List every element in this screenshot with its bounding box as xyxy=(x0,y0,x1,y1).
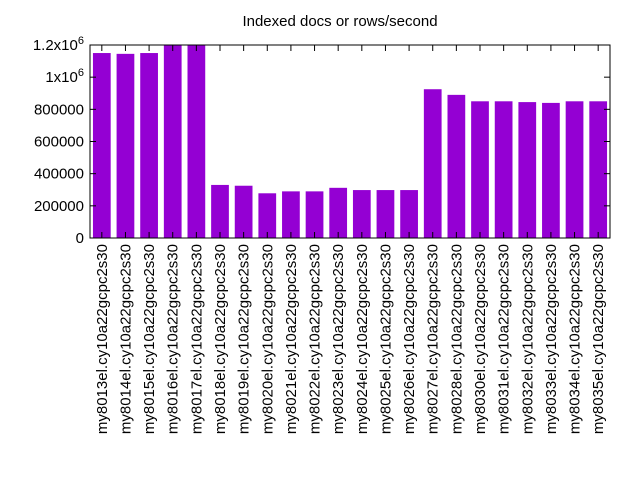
chart-title: Indexed docs or rows/second xyxy=(242,13,437,30)
bar-18 xyxy=(518,102,537,238)
bar-15 xyxy=(447,94,466,238)
y-tick-label-2: 400000 xyxy=(34,166,84,183)
bar-14 xyxy=(423,89,442,238)
bar-10 xyxy=(329,187,348,238)
x-tick-label-16: my8030el.cy10a22gcpc2s30 xyxy=(472,244,489,434)
y-tick-label-4: 800000 xyxy=(34,101,84,118)
x-tick-label-8: my8021el.cy10a22gcpc2s30 xyxy=(283,244,300,434)
x-tick-label-5: my8018el.cy10a22gcpc2s30 xyxy=(212,244,229,434)
x-tick-label-2: my8015el.cy10a22gcpc2s30 xyxy=(141,244,158,434)
x-tick-label-1: my8014el.cy10a22gcpc2s30 xyxy=(117,244,134,434)
bar-4 xyxy=(187,45,206,238)
bar-20 xyxy=(565,101,584,238)
bar-7 xyxy=(258,193,277,238)
bar-21 xyxy=(589,101,608,238)
x-tick-label-10: my8023el.cy10a22gcpc2s30 xyxy=(330,244,347,434)
x-tick-label-14: my8027el.cy10a22gcpc2s30 xyxy=(425,244,442,434)
x-tick-label-15: my8028el.cy10a22gcpc2s30 xyxy=(448,244,465,434)
x-tick-label-21: my8035el.cy10a22gcpc2s30 xyxy=(590,244,607,434)
y-tick-label-5: 1x106 xyxy=(45,67,84,86)
bar-17 xyxy=(494,101,513,238)
x-tick-label-20: my8034el.cy10a22gcpc2s30 xyxy=(567,244,584,434)
bar-0 xyxy=(92,53,111,238)
x-tick-label-4: my8017el.cy10a22gcpc2s30 xyxy=(188,244,205,434)
bar-5 xyxy=(211,184,229,238)
x-tick-label-9: my8022el.cy10a22gcpc2s30 xyxy=(307,244,324,434)
y-tick-label-3: 600000 xyxy=(34,134,84,151)
plot-frame xyxy=(89,44,611,239)
bar-16 xyxy=(471,101,489,238)
bar-2 xyxy=(140,53,158,238)
y-tick-label-1: 200000 xyxy=(34,198,84,215)
bar-12 xyxy=(376,190,395,238)
x-tick-label-19: my8033el.cy10a22gcpc2s30 xyxy=(543,244,560,434)
bar-9 xyxy=(305,191,324,238)
bars-group xyxy=(92,45,608,239)
x-axis-labels: my8013el.cy10a22gcpc2s30 my8014el.cy10a22… xyxy=(94,244,607,434)
bar-3 xyxy=(163,45,182,238)
x-tick-label-11: my8024el.cy10a22gcpc2s30 xyxy=(354,244,371,434)
x-tick-label-12: my8025el.cy10a22gcpc2s30 xyxy=(377,244,394,434)
bar-19 xyxy=(542,102,560,239)
x-tick-label-0: my8013el.cy10a22gcpc2s30 xyxy=(94,244,111,434)
x-tick-label-6: my8019el.cy10a22gcpc2s30 xyxy=(236,244,253,434)
x-tick-label-3: my8016el.cy10a22gcpc2s30 xyxy=(165,244,182,434)
bar-1 xyxy=(116,53,135,238)
bar-11 xyxy=(352,190,371,238)
y-tick-label-6: 1.2x106 xyxy=(33,35,84,54)
x-tick-label-18: my8032el.cy10a22gcpc2s30 xyxy=(519,244,536,434)
x-tick-label-7: my8020el.cy10a22gcpc2s30 xyxy=(259,244,276,434)
bar-6 xyxy=(234,185,253,238)
x-tick-label-17: my8031el.cy10a22gcpc2s30 xyxy=(496,244,513,434)
y-tick-label-0: 0 xyxy=(76,230,84,247)
bar-13 xyxy=(400,190,418,238)
x-tick-label-13: my8026el.cy10a22gcpc2s30 xyxy=(401,244,418,434)
bar-8 xyxy=(282,191,300,238)
y-axis-ticks: 0 200000 400000 600000 800000 1x106 1.2x106 xyxy=(33,35,610,247)
